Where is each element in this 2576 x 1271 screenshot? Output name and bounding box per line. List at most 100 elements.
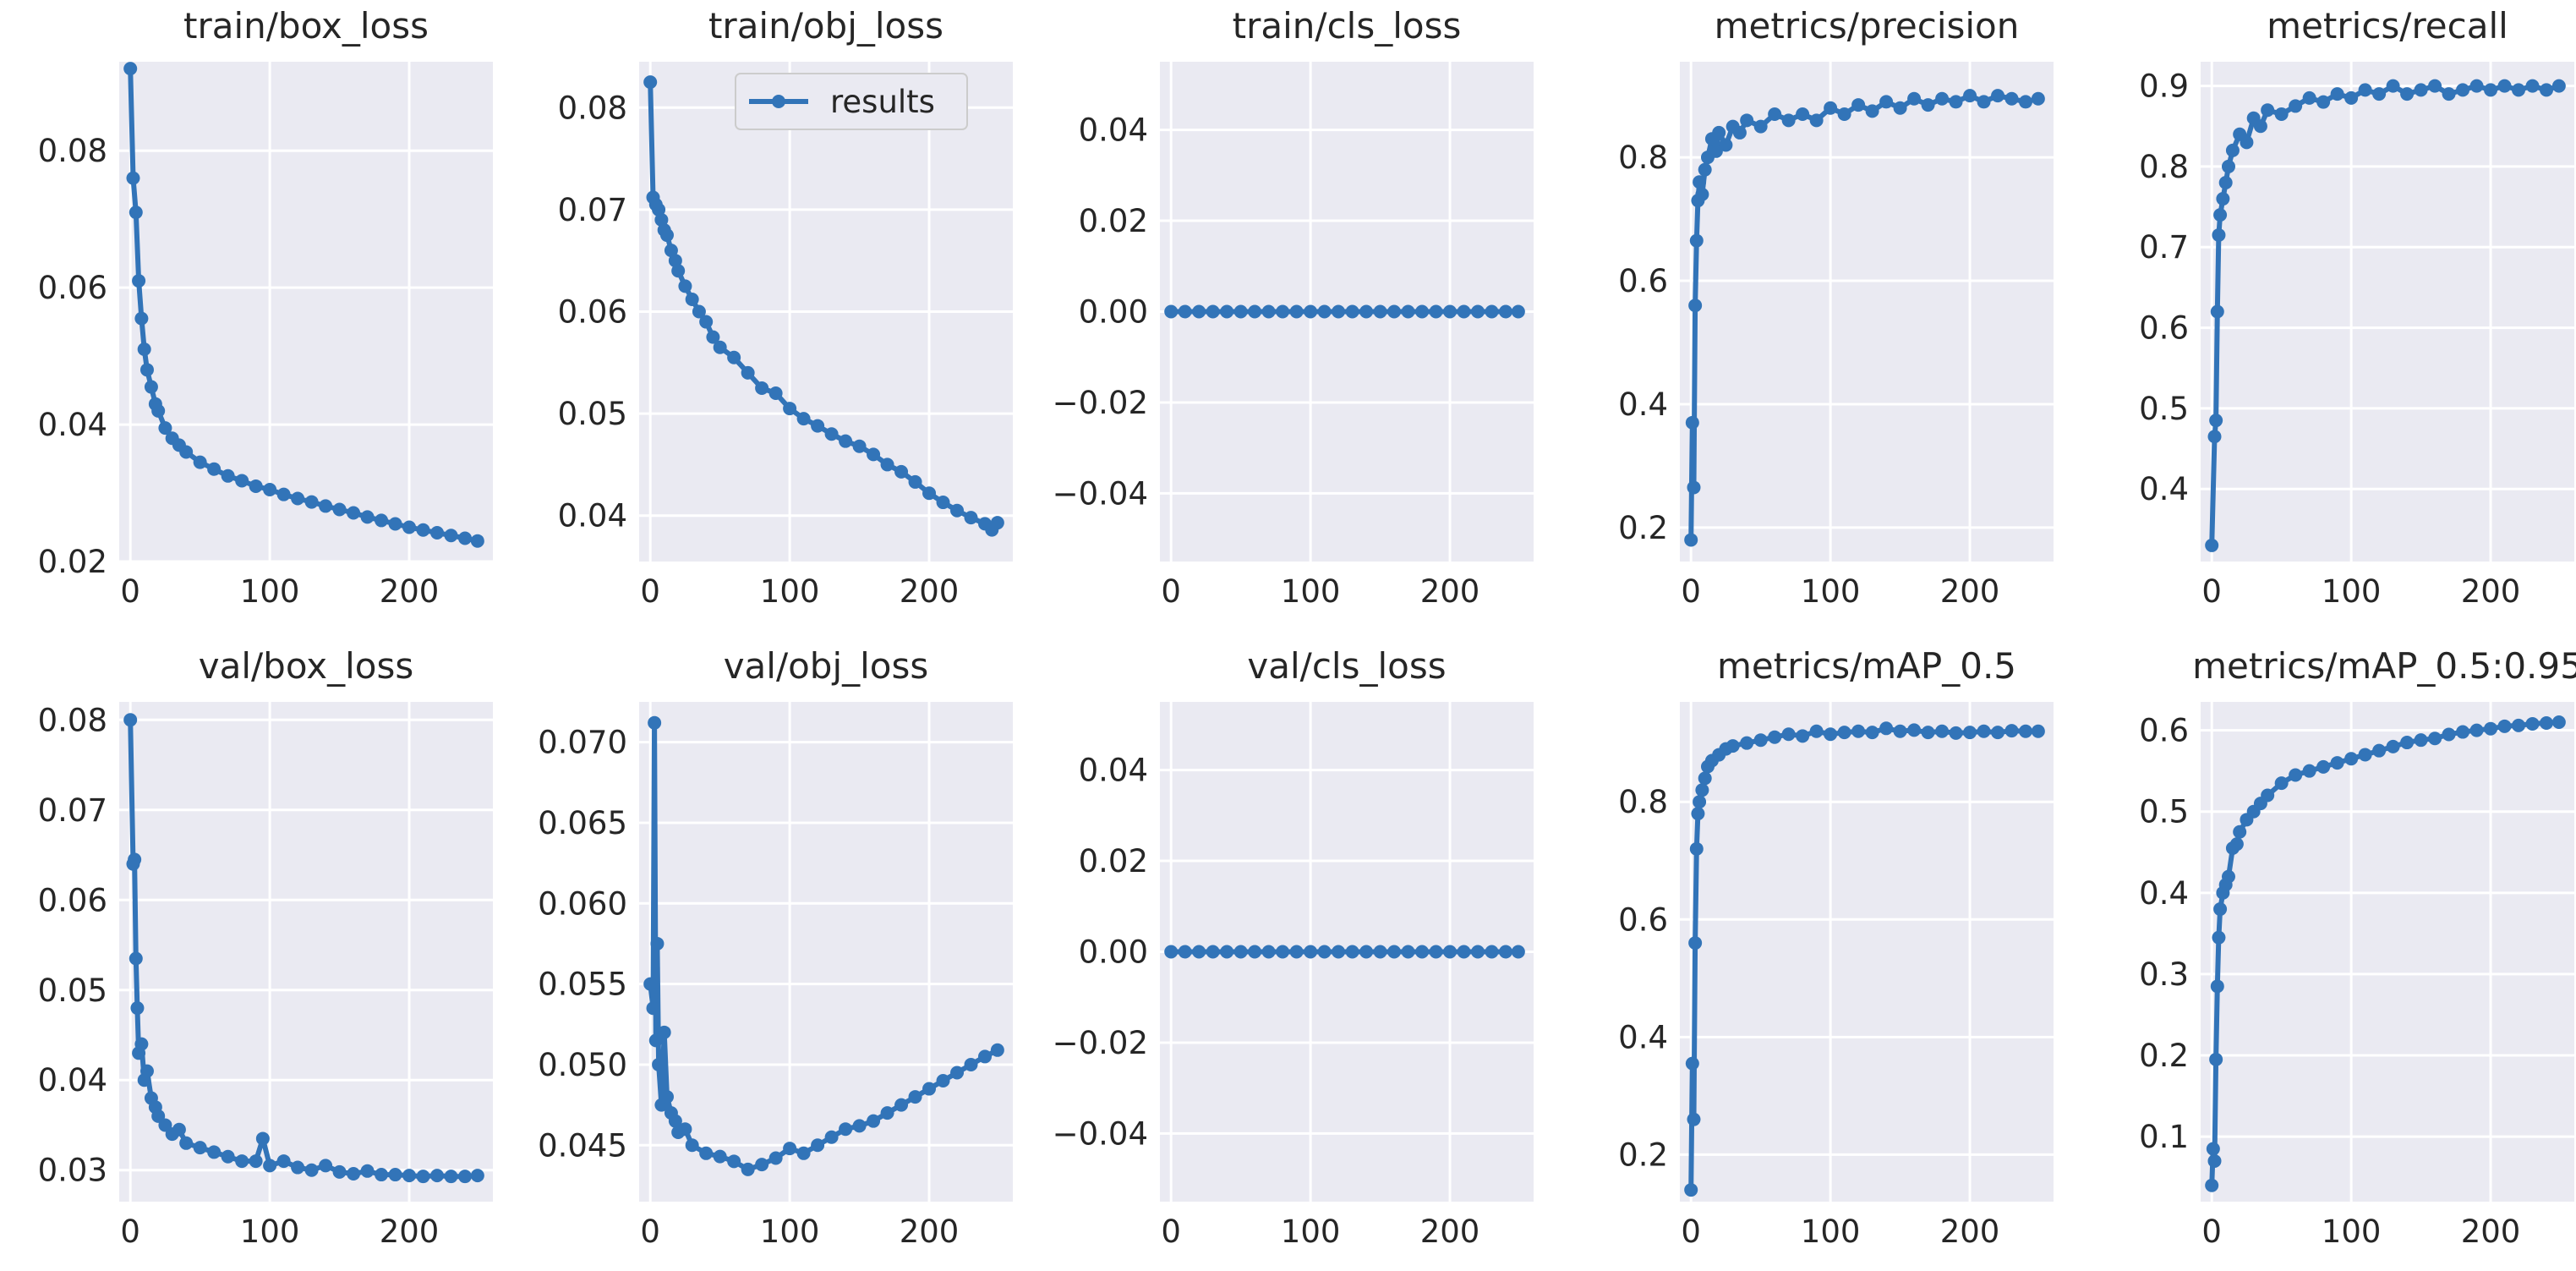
- y-tick-label: 0.4: [2139, 875, 2189, 912]
- data-point: [1740, 736, 1754, 750]
- data-point: [1332, 304, 1346, 319]
- data-point: [867, 447, 881, 462]
- data-point: [2497, 719, 2512, 733]
- data-point: [1276, 945, 1290, 959]
- data-point: [1373, 945, 1387, 959]
- y-tick-label: 0.060: [538, 885, 627, 922]
- data-point: [1206, 304, 1220, 319]
- x-tick-label: 200: [1940, 1213, 2000, 1250]
- data-point: [1304, 304, 1318, 319]
- plot-area: [2201, 702, 2574, 1202]
- data-point: [1233, 945, 1248, 959]
- data-point: [713, 1149, 727, 1164]
- data-point: [1471, 945, 1485, 959]
- data-point: [1687, 480, 1701, 495]
- data-point: [1879, 721, 1894, 736]
- data-point: [1695, 187, 1709, 201]
- data-point: [416, 523, 430, 537]
- data-point: [2484, 721, 2498, 736]
- data-point: [2210, 304, 2224, 319]
- data-point: [1387, 304, 1402, 319]
- data-point: [2209, 414, 2223, 428]
- y-tick-label: 0.9: [2139, 68, 2189, 105]
- subplot-title: metrics/recall: [2267, 5, 2508, 47]
- data-point: [1691, 807, 1705, 821]
- data-point: [332, 502, 347, 517]
- x-tick-label: 200: [1420, 1213, 1480, 1250]
- data-point: [668, 1114, 682, 1128]
- data-point: [1688, 936, 1703, 951]
- subplot-title: train/box_loss: [183, 5, 429, 47]
- data-point: [172, 1122, 186, 1137]
- data-point: [129, 951, 143, 966]
- y-tick-label: 0.4: [2139, 471, 2189, 507]
- data-point: [1921, 726, 1935, 740]
- data-point: [1977, 95, 1991, 109]
- data-point: [852, 1119, 867, 1133]
- y-tick-label: 0.04: [558, 498, 627, 534]
- x-tick-label: 0: [1161, 1213, 1181, 1250]
- data-point: [2302, 764, 2316, 778]
- data-point: [1824, 101, 1838, 115]
- subplot-2: 0 100 200 0.04 0.05 0.06 0.07 0.08 train/obj_los…: [558, 5, 1013, 610]
- data-point: [249, 1154, 263, 1169]
- data-point: [2261, 788, 2275, 803]
- data-point: [2213, 902, 2228, 917]
- data-point: [2456, 83, 2470, 97]
- data-point: [444, 529, 458, 543]
- x-tick-label: 0: [1681, 573, 1701, 610]
- data-point: [193, 1141, 207, 1155]
- data-point: [2019, 95, 2033, 109]
- data-point: [263, 482, 277, 496]
- data-point: [950, 503, 965, 518]
- data-point: [1907, 91, 1922, 106]
- data-point: [139, 1064, 154, 1078]
- x-tick-label: 100: [240, 1213, 300, 1250]
- data-point: [1837, 726, 1851, 740]
- data-point: [375, 513, 389, 528]
- data-point: [2213, 208, 2228, 222]
- data-point: [2004, 91, 2019, 106]
- data-point: [2205, 1178, 2219, 1192]
- data-point: [796, 1146, 811, 1160]
- data-point: [648, 715, 662, 730]
- x-tick-label: 200: [900, 573, 960, 610]
- data-point: [657, 1025, 671, 1039]
- data-point: [123, 62, 138, 76]
- data-point: [1781, 727, 1796, 742]
- data-point: [132, 274, 146, 288]
- data-point: [151, 403, 166, 418]
- data-point: [922, 486, 937, 501]
- y-tick-label: 0.06: [558, 294, 627, 331]
- y-tick-label: 0.05: [558, 396, 627, 432]
- data-point: [990, 1043, 1004, 1057]
- data-point: [1387, 945, 1402, 959]
- data-point: [319, 1159, 333, 1173]
- data-point: [2253, 119, 2267, 134]
- y-tick-label: 0.8: [1618, 784, 1668, 820]
- data-point: [1688, 299, 1703, 313]
- subplot-6: 0 100 200 0.03 0.04 0.05 0.06 0.07 0.08 val/box_l…: [38, 645, 493, 1250]
- data-point: [811, 1138, 825, 1153]
- y-tick-label: 0.6: [2139, 310, 2189, 347]
- data-point: [1192, 945, 1206, 959]
- y-tick-label: 0.6: [1618, 263, 1668, 299]
- data-point: [1768, 730, 1782, 744]
- data-point: [2212, 930, 2226, 945]
- x-tick-label: 0: [2201, 573, 2222, 610]
- data-point: [126, 171, 140, 185]
- legend-box: [735, 73, 968, 130]
- subplot-title: val/box_loss: [199, 645, 413, 687]
- y-tick-label: 0.02: [1079, 203, 1148, 239]
- subplot-8: 0 100 200 −0.04 −0.02 0.00 0.02 0.04 val/cls_los…: [1053, 645, 1534, 1250]
- x-tick-label: 0: [1161, 573, 1181, 610]
- data-point: [1753, 119, 1768, 134]
- subplot-1: 0 100 200 0.02 0.04 0.06 0.08 train/box_loss: [38, 5, 493, 610]
- data-point: [2358, 83, 2372, 97]
- data-point: [123, 713, 138, 727]
- y-tick-label: 0.045: [538, 1127, 627, 1164]
- data-point: [1809, 724, 1824, 738]
- data-point: [699, 1146, 714, 1160]
- data-point: [1732, 125, 1747, 140]
- data-point: [1511, 304, 1525, 319]
